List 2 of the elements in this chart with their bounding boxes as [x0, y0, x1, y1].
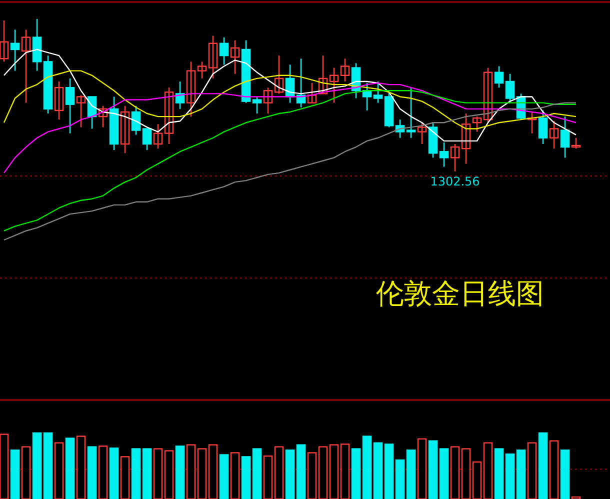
text: 伦敦金日线图	[376, 279, 544, 310]
text: 1302.56	[430, 174, 480, 188]
